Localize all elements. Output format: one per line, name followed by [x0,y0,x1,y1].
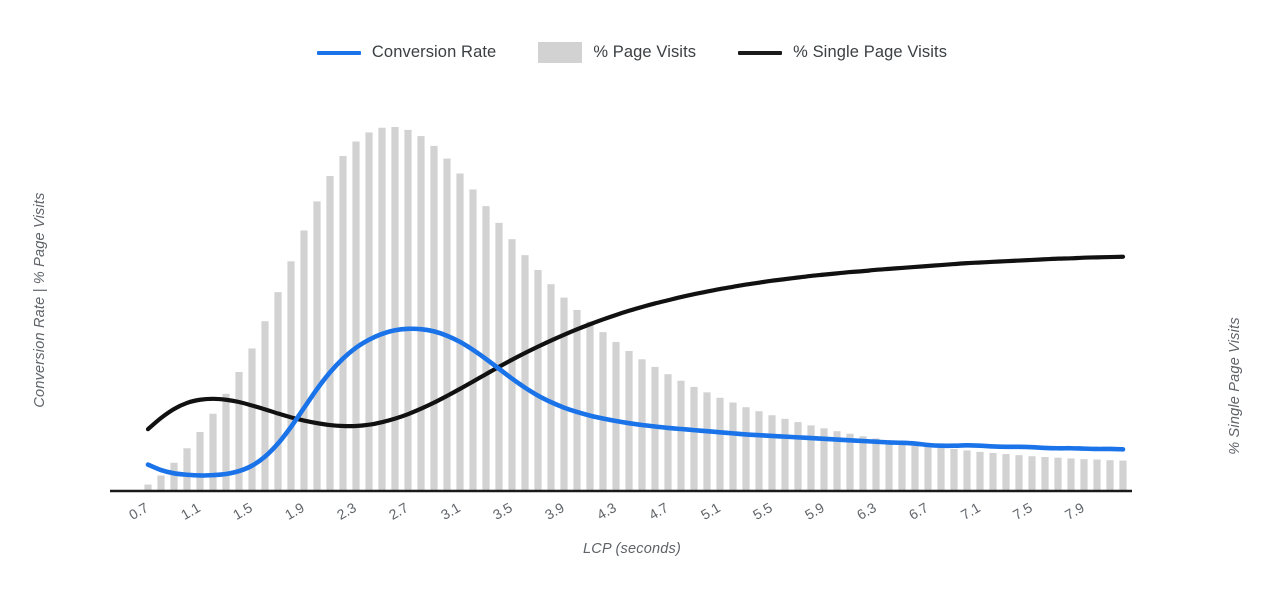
bar [885,440,893,490]
bar [1106,460,1114,490]
bar [1002,454,1010,490]
bar [547,284,555,490]
bar [729,402,737,490]
bar [937,447,945,490]
bar [248,348,256,490]
bar [768,415,776,490]
bar [261,321,269,490]
bar [404,129,412,490]
bar [274,292,282,490]
bar [690,386,698,490]
bar [586,321,594,490]
bar [170,462,178,490]
bar [872,438,880,490]
bar [326,176,334,490]
bar [534,270,542,490]
bar [859,436,867,490]
bar [430,145,438,490]
bar [976,451,984,490]
bar [196,431,204,490]
bar [599,332,607,490]
bar [339,156,347,491]
bar [222,393,230,490]
bar [1028,456,1036,490]
bar [846,433,854,490]
bar [924,446,932,490]
bar [1093,459,1101,490]
bar [157,475,165,490]
bar [521,255,529,490]
bar [183,448,191,490]
bar [911,444,919,490]
bar [1080,459,1088,490]
bar [443,158,451,490]
bar [1015,455,1023,490]
bar [781,418,789,490]
bar [950,448,958,490]
bar [352,141,360,490]
bar [1041,456,1049,490]
bar [794,422,802,490]
bar [703,392,711,490]
bar [469,189,477,490]
bar [287,261,295,490]
bar [365,132,373,490]
bar [807,425,815,490]
bar [144,484,152,490]
bar [989,452,997,490]
bar [313,201,321,490]
bar [508,239,516,490]
bar [560,297,568,490]
bar [482,206,490,490]
bar [612,341,620,490]
bar [625,350,633,490]
bar [378,127,386,490]
bar [664,374,672,490]
bar [300,230,308,490]
bar [235,372,243,490]
bar [1067,458,1075,490]
bar [833,431,841,490]
line-series-conversion-rate [145,326,1126,478]
bar [716,397,724,490]
bar [417,136,425,490]
bar [209,413,217,490]
bar [677,380,685,490]
bar [820,428,828,490]
bar [391,127,399,490]
bar [1054,457,1062,490]
line-series-single-page-visits [145,254,1126,432]
bar [495,222,503,490]
bar [755,411,763,490]
x-axis-title: LCP (seconds) [583,541,681,557]
bar [573,309,581,490]
bar [456,173,464,490]
bar [963,450,971,490]
bar [898,442,906,490]
bar [1119,460,1127,490]
bar [742,407,750,490]
